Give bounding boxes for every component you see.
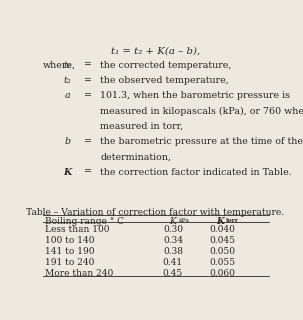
Text: 0.38: 0.38	[163, 247, 183, 256]
Text: the barometric pressure at the time of the: the barometric pressure at the time of t…	[100, 137, 303, 146]
Text: measured in kilopascals (kPa), or 760 when: measured in kilopascals (kPa), or 760 wh…	[100, 107, 303, 116]
Text: b: b	[64, 137, 70, 146]
Text: t₁ = t₂ + K(a – b),: t₁ = t₂ + K(a – b),	[111, 47, 200, 56]
Text: measured in torr,: measured in torr,	[100, 122, 183, 131]
Text: K: K	[169, 217, 176, 226]
Text: Table – Variation of correction factor with temperature.: Table – Variation of correction factor w…	[26, 208, 284, 217]
Text: =: =	[84, 137, 92, 146]
Text: 100 to 140: 100 to 140	[45, 236, 95, 245]
Text: 0.040: 0.040	[209, 225, 235, 235]
Text: =: =	[84, 60, 92, 69]
Text: More than 240: More than 240	[45, 269, 113, 278]
Text: 0.41: 0.41	[163, 258, 183, 267]
Text: Boiling range ° C: Boiling range ° C	[45, 217, 124, 226]
Text: K: K	[216, 217, 224, 226]
Text: 0.055: 0.055	[209, 258, 235, 267]
Text: determination,: determination,	[100, 152, 171, 161]
Text: =: =	[84, 167, 92, 177]
Text: t₂: t₂	[63, 76, 71, 85]
Text: =: =	[84, 76, 92, 85]
Text: a: a	[65, 91, 70, 100]
Text: 0.34: 0.34	[163, 236, 183, 245]
Text: 0.45: 0.45	[163, 269, 183, 278]
Text: 0.045: 0.045	[209, 236, 235, 245]
Text: the correction factor indicated in Table.: the correction factor indicated in Table…	[100, 167, 292, 177]
Text: 141 to 190: 141 to 190	[45, 247, 95, 256]
Text: 191 to 240: 191 to 240	[45, 258, 94, 267]
Text: K: K	[63, 167, 71, 177]
Text: kPa: kPa	[179, 218, 190, 223]
Text: where,: where,	[43, 60, 76, 69]
Text: the observed temperature,: the observed temperature,	[100, 76, 229, 85]
Text: t₁: t₁	[63, 60, 71, 69]
Text: the corrected temperature,: the corrected temperature,	[100, 60, 231, 69]
Text: 101.3, when the barometric pressure is: 101.3, when the barometric pressure is	[100, 91, 290, 100]
Text: torr: torr	[226, 218, 239, 223]
Text: Less than 100: Less than 100	[45, 225, 109, 235]
Text: 0.050: 0.050	[209, 247, 235, 256]
Text: =: =	[84, 91, 92, 100]
Text: 0.060: 0.060	[209, 269, 235, 278]
Text: 0.30: 0.30	[163, 225, 183, 235]
